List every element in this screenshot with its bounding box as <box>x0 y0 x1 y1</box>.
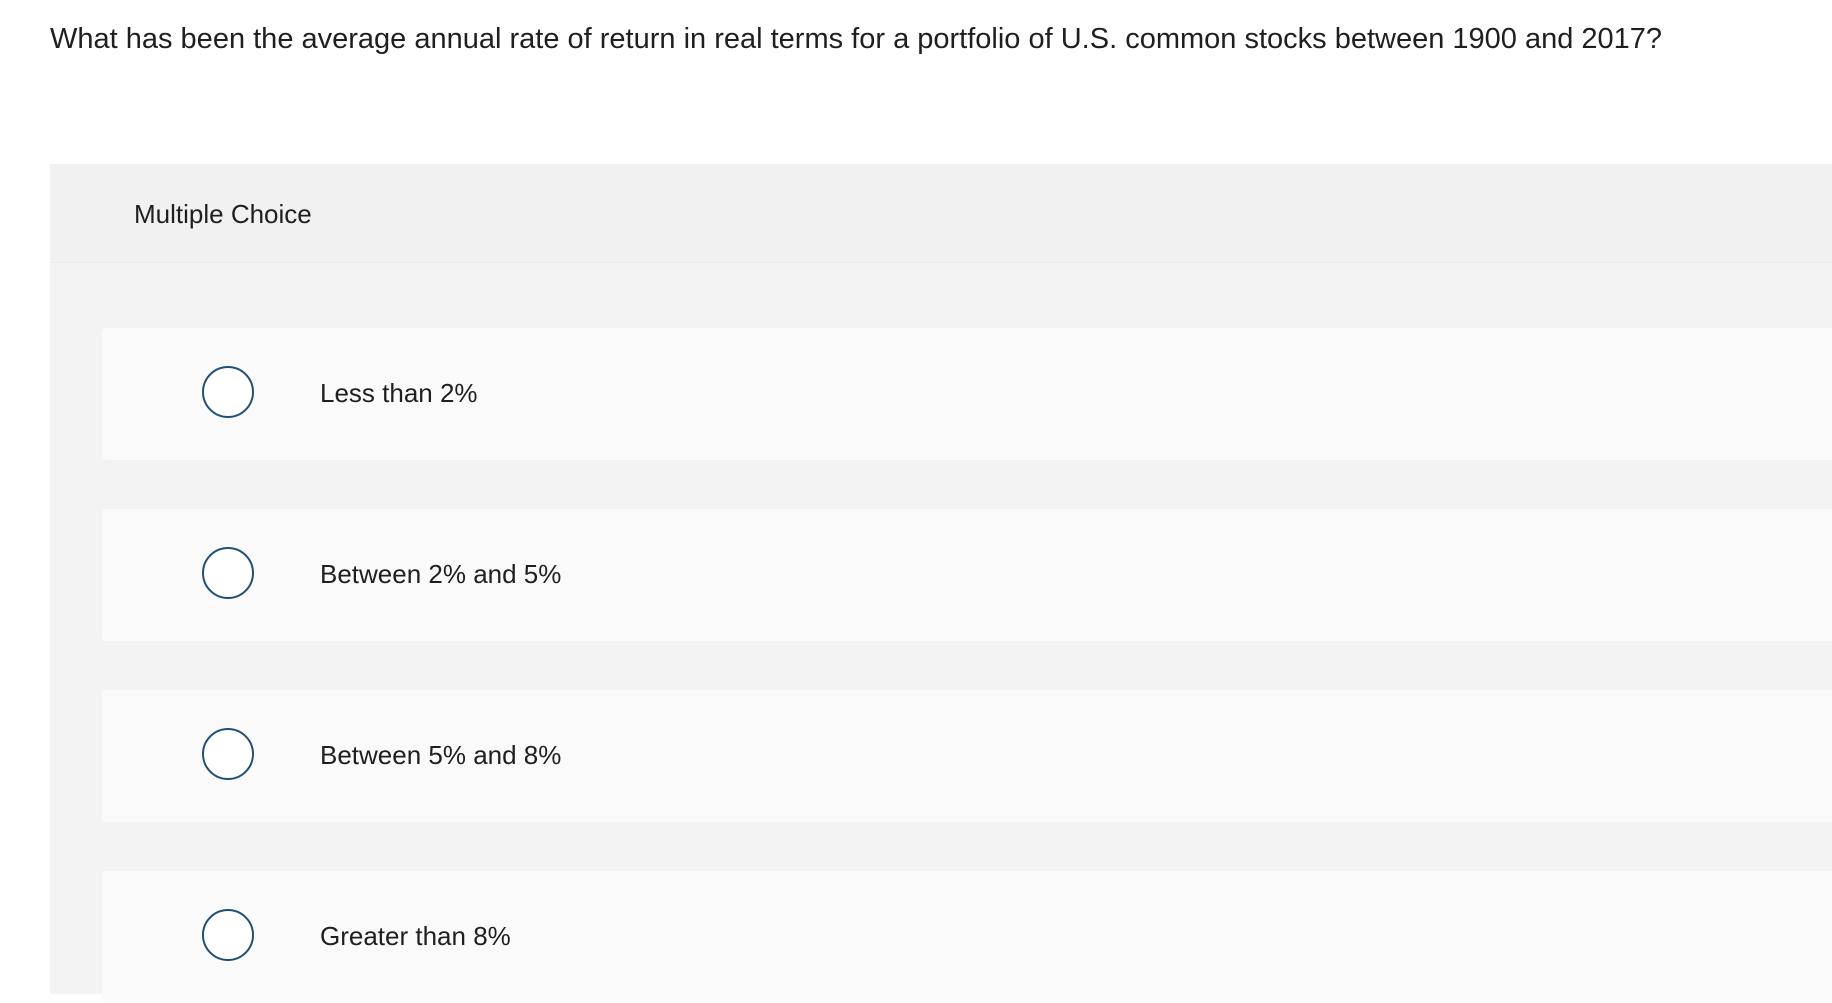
radio-button-icon[interactable] <box>202 728 254 780</box>
option-label: Greater than 8% <box>320 921 511 951</box>
panel-title: Multiple Choice <box>134 199 312 229</box>
option-between-5-and-8[interactable]: Between 5% and 8% <box>102 690 1832 822</box>
multiple-choice-panel: Multiple Choice Less than 2% Between 2% … <box>50 164 1832 1003</box>
option-label: Between 5% and 8% <box>320 740 562 770</box>
radio-button-icon[interactable] <box>202 547 254 599</box>
option-label: Between 2% and 5% <box>320 559 562 589</box>
panel-header: Multiple Choice <box>50 164 1832 263</box>
option-less-than-2[interactable]: Less than 2% <box>102 328 1832 460</box>
radio-button-icon[interactable] <box>202 366 254 418</box>
option-label: Less than 2% <box>320 378 478 408</box>
option-between-2-and-5[interactable]: Between 2% and 5% <box>102 509 1832 641</box>
question-text: What has been the average annual rate of… <box>50 23 1663 55</box>
radio-button-icon[interactable] <box>202 909 254 961</box>
option-greater-than-8[interactable]: Greater than 8% <box>102 871 1832 1003</box>
